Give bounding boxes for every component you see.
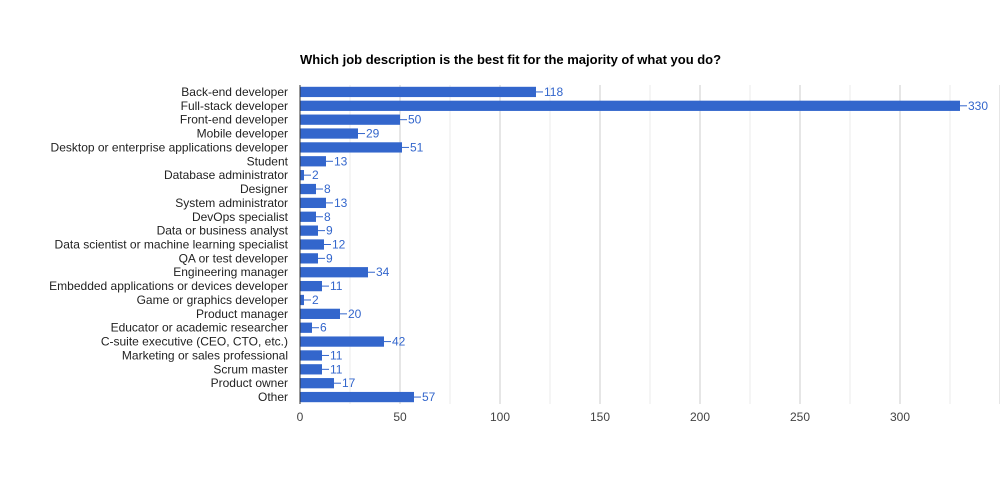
data-label: 11 [330, 362, 343, 376]
x-tick-label: 50 [393, 410, 407, 424]
bar [300, 225, 318, 236]
bar [300, 322, 312, 333]
category-label: Mobile developer [197, 127, 288, 141]
x-tick-label: 250 [790, 410, 810, 424]
category-label: Other [258, 390, 288, 404]
bar [300, 294, 304, 306]
data-label: 51 [410, 140, 424, 154]
category-label: System administrator [175, 196, 288, 210]
x-tick-label: 300 [890, 410, 910, 424]
data-label: 34 [376, 265, 390, 279]
data-label: 9 [326, 251, 333, 265]
data-label: 330 [968, 99, 988, 113]
bar [300, 114, 400, 125]
data-label: 42 [392, 335, 406, 349]
category-label: Designer [240, 182, 288, 196]
data-label: 6 [320, 321, 327, 335]
data-label: 118 [544, 85, 563, 99]
bar [300, 253, 318, 264]
bars [300, 86, 960, 403]
chart-title: Which job description is the best fit fo… [300, 52, 721, 67]
data-label: 50 [408, 113, 422, 127]
bar [300, 364, 322, 375]
data-label: 8 [324, 182, 331, 196]
category-label: DevOps specialist [192, 210, 289, 224]
bar [300, 350, 322, 361]
data-label: 2 [312, 168, 319, 182]
category-label: Embedded applications or devices develop… [49, 279, 288, 293]
data-labels: 1183305029511328138912934112206421111175… [304, 85, 988, 404]
category-label: Back-end developer [181, 85, 288, 99]
bar [300, 183, 316, 195]
category-label: Front-end developer [180, 113, 288, 127]
category-label: Data scientist or machine learning speci… [55, 238, 289, 252]
data-label: 29 [366, 127, 380, 141]
data-label: 13 [334, 196, 348, 210]
bar [300, 128, 358, 139]
x-tick-label: 200 [690, 410, 710, 424]
bar [300, 197, 326, 209]
bar [300, 156, 326, 167]
category-label: Full-stack developer [181, 99, 288, 113]
x-tick-label: 150 [590, 410, 610, 424]
category-label: Engineering manager [173, 265, 288, 279]
x-tick-label: 0 [297, 410, 304, 424]
bar [300, 170, 304, 181]
data-label: 11 [330, 348, 343, 362]
data-label: 12 [332, 238, 346, 252]
data-label: 2 [312, 293, 319, 307]
x-tick-label: 100 [490, 410, 510, 424]
data-label: 20 [348, 307, 362, 321]
category-label: C-suite executive (CEO, CTO, etc.) [101, 335, 288, 349]
category-label: Product owner [211, 376, 288, 390]
category-label: Marketing or sales professional [122, 348, 288, 362]
data-label: 11 [330, 279, 343, 293]
bar [300, 308, 340, 319]
data-label: 9 [326, 224, 333, 238]
bar [300, 391, 414, 403]
bar [300, 336, 384, 347]
bar [300, 378, 334, 389]
category-label: QA or test developer [179, 251, 288, 265]
data-label: 8 [324, 210, 331, 224]
category-label: Educator or academic researcher [111, 321, 288, 335]
category-label: Game or graphics developer [137, 293, 288, 307]
category-label: Database administrator [164, 168, 288, 182]
bar [300, 267, 368, 278]
category-label: Product manager [196, 307, 288, 321]
data-label: 17 [342, 376, 356, 390]
bar [300, 239, 324, 250]
data-label: 13 [334, 154, 348, 168]
bar [300, 100, 960, 111]
bar [300, 142, 402, 153]
data-label: 57 [422, 390, 436, 404]
bar [300, 211, 316, 222]
category-label: Desktop or enterprise applications devel… [51, 140, 288, 154]
category-label: Data or business analyst [157, 224, 289, 238]
x-axis-ticks: 0 50 100 150 200 250 300 [297, 410, 911, 424]
bar [300, 86, 536, 98]
category-label: Student [247, 154, 289, 168]
gridlines [349, 85, 1000, 404]
bar [300, 280, 322, 292]
category-label: Scrum master [213, 362, 288, 376]
